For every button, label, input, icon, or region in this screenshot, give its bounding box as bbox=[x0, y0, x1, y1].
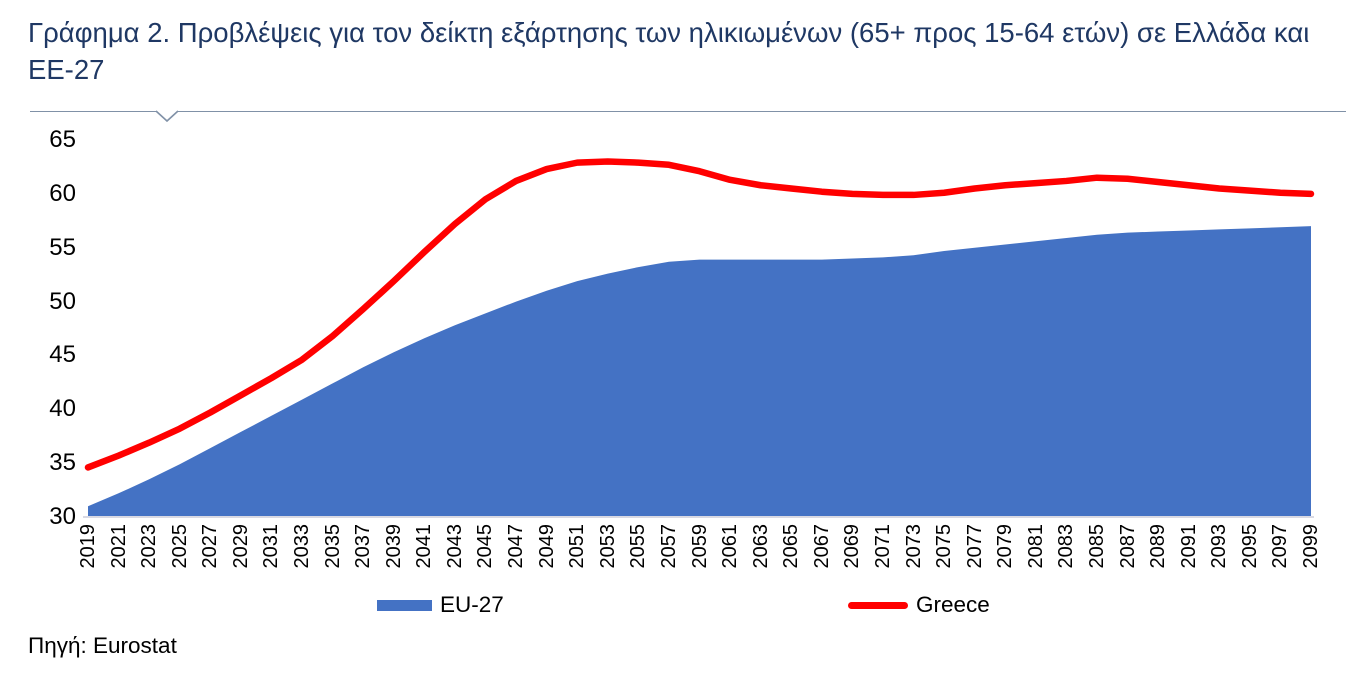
x-tick-label: 2087 bbox=[1116, 524, 1139, 569]
x-tick-label: 2049 bbox=[535, 524, 558, 569]
x-tick-label: 2057 bbox=[657, 524, 680, 569]
x-tick-label: 2021 bbox=[107, 524, 130, 569]
x-tick-label: 2045 bbox=[474, 524, 497, 569]
y-tick-label: 55 bbox=[49, 233, 76, 261]
x-tick-label: 2079 bbox=[994, 524, 1017, 569]
x-tick-label: 2081 bbox=[1024, 524, 1047, 569]
x-tick-label: 2041 bbox=[413, 524, 436, 569]
x-tick-label: 2029 bbox=[229, 524, 252, 569]
x-tick-label: 2093 bbox=[1208, 524, 1231, 569]
eu27-area-series bbox=[88, 226, 1311, 517]
x-tick-label: 2083 bbox=[1055, 524, 1078, 569]
x-tick-label: 2047 bbox=[505, 524, 528, 569]
title-divider bbox=[177, 111, 1346, 112]
x-tick-label: 2051 bbox=[566, 524, 589, 569]
divider-notch-icon bbox=[155, 110, 179, 123]
greece-line-swatch-icon bbox=[848, 601, 908, 609]
x-tick-label: 2063 bbox=[749, 524, 772, 569]
x-tick-label: 2071 bbox=[871, 524, 894, 569]
y-tick-label: 35 bbox=[49, 449, 76, 477]
x-tick-label: 2067 bbox=[810, 524, 833, 569]
x-tick-label: 2055 bbox=[627, 524, 650, 569]
x-tick-label: 2065 bbox=[780, 524, 803, 569]
x-tick-label: 2099 bbox=[1300, 524, 1322, 569]
y-tick-label: 30 bbox=[49, 503, 76, 530]
x-tick-label: 2031 bbox=[260, 524, 283, 569]
x-tick-label: 2077 bbox=[963, 524, 986, 569]
legend-item-eu27: EU-27 bbox=[377, 590, 504, 620]
chart-title: Γράφημα 2. Προβλέψεις για τον δείκτη εξά… bbox=[28, 17, 1310, 85]
x-tick-label: 2027 bbox=[199, 524, 222, 569]
x-tick-label: 2089 bbox=[1147, 524, 1170, 569]
y-tick-label: 50 bbox=[49, 287, 76, 315]
x-tick-label: 2039 bbox=[382, 524, 405, 569]
title-divider bbox=[30, 111, 157, 112]
x-tick-label: 2043 bbox=[443, 524, 466, 569]
legend-item-greece: Greece bbox=[848, 590, 990, 620]
x-tick-label: 2019 bbox=[77, 524, 99, 569]
x-tick-label: 2075 bbox=[933, 524, 956, 569]
x-tick-label: 2023 bbox=[138, 524, 161, 569]
plot-area bbox=[84, 158, 1315, 517]
x-tick-label: 2037 bbox=[352, 524, 375, 569]
x-tick-label: 2025 bbox=[168, 524, 191, 569]
x-tick-label: 2073 bbox=[902, 524, 925, 569]
y-tick-label: 45 bbox=[49, 341, 76, 369]
x-tick-label: 2059 bbox=[688, 524, 711, 569]
x-tick-label: 2097 bbox=[1269, 524, 1292, 569]
legend-label-eu27: EU-27 bbox=[440, 592, 504, 617]
x-tick-label: 2069 bbox=[841, 524, 864, 569]
x-tick-label: 2053 bbox=[596, 524, 619, 569]
x-axis-line bbox=[83, 516, 1314, 518]
x-tick-label: 2091 bbox=[1177, 524, 1200, 569]
legend-label-greece: Greece bbox=[916, 592, 990, 617]
y-tick-label: 65 bbox=[49, 126, 76, 153]
greece-line-series bbox=[84, 158, 1315, 471]
source-note: Πηγή: Eurostat bbox=[28, 633, 177, 658]
x-tick-label: 2085 bbox=[1085, 524, 1108, 569]
x-tick-label: 2061 bbox=[719, 524, 742, 569]
x-tick-label: 2035 bbox=[321, 524, 344, 569]
y-tick-label: 60 bbox=[49, 179, 76, 207]
x-tick-label: 2033 bbox=[291, 524, 314, 569]
eu27-area-swatch-icon bbox=[377, 599, 432, 611]
x-tick-label: 2095 bbox=[1238, 524, 1261, 569]
y-tick-label: 40 bbox=[49, 395, 76, 423]
